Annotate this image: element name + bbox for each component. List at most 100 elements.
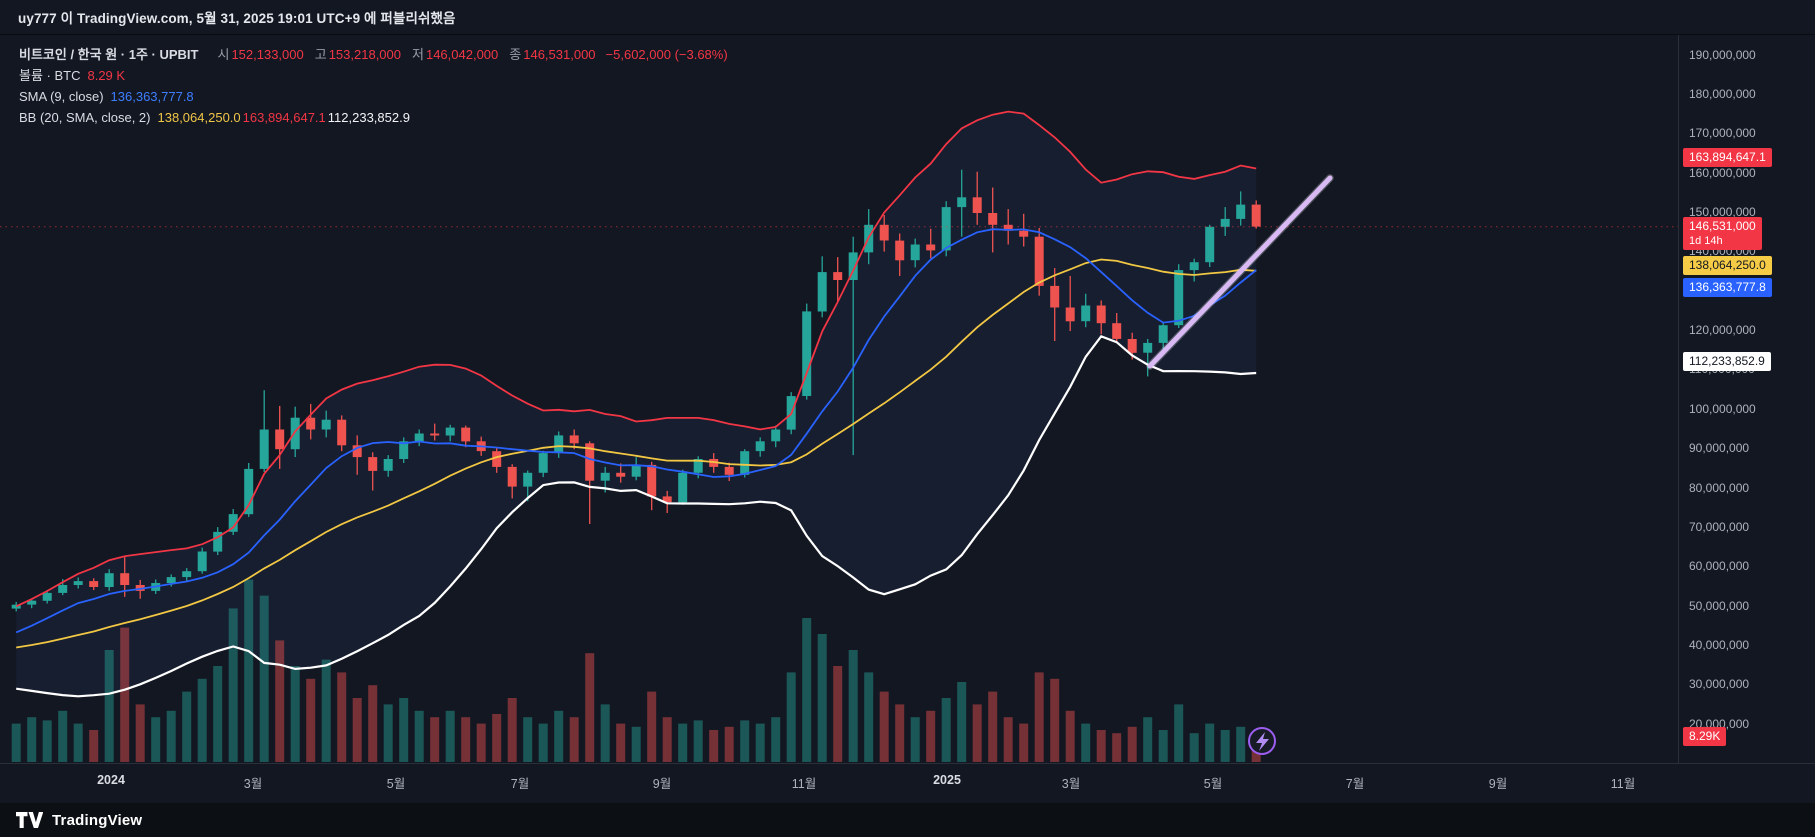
candle [724,462,734,482]
tradingview-logo-icon[interactable] [16,811,43,829]
candle [755,437,765,457]
candle [1220,207,1230,236]
volume-bar [1065,710,1075,762]
volume-row[interactable]: 볼륨 · BTC 8.29 K [19,65,730,86]
volume-bar [1127,726,1137,762]
candle [1034,228,1044,296]
volume-bar [1034,672,1044,762]
candle [337,415,347,452]
volume-bar [817,634,827,762]
bb-label: BB (20, SMA, close, 2) [19,110,151,125]
candle [306,403,316,440]
volume-bar [321,659,331,762]
price-axis-label: 100,000,000 [1689,401,1756,416]
candle [445,424,455,442]
price-axis-label: 50,000,000 [1689,598,1750,613]
bb-lower-badge: 112,233,852.9 [1683,351,1771,371]
low-value: 146,042,000 [425,47,499,62]
candle [120,555,130,597]
volume-bar [1189,733,1199,762]
candles-layer [11,169,1261,612]
sma-label: SMA (9, close) [19,89,104,104]
volume-bar [631,726,641,762]
volume-bar [151,717,161,762]
open-value: 152,133,000 [231,47,304,62]
candle [275,405,285,469]
candle [554,431,564,458]
candle [1236,191,1246,226]
lightning-icon [1256,732,1269,751]
candle [972,171,982,225]
volume-bar [662,717,672,762]
time-axis[interactable]: 2024 3월 5월 7월 9월 11월 2025 3월 5월 7월 9월 11월 [0,763,1815,804]
footer-brand[interactable]: TradingView [52,811,143,829]
bb-basis-line[interactable] [16,258,1257,649]
candle [910,238,920,268]
lightning-marker[interactable] [1248,727,1276,755]
bb-upper-value: 163,894,647.1 [242,110,326,125]
candle [1205,224,1215,267]
volume-bar [848,650,858,762]
volume-bar [864,672,874,762]
close-label: 종 [509,47,522,62]
candle [1189,258,1199,282]
volume-bar [693,720,703,762]
volume-bar [740,720,750,762]
candle [1143,339,1153,377]
sma-line[interactable] [15,228,1257,634]
time-axis-label: 9월 [652,777,672,791]
candle [399,437,409,463]
sma-row[interactable]: SMA (9, close) 136,363,777.8 [19,86,730,107]
volume-bar [941,698,951,762]
volume-bar [104,650,114,762]
volume-bar [833,666,843,762]
candle [709,453,719,473]
volume-bar [1220,730,1230,762]
candle [988,187,998,253]
volume-bar [647,691,657,762]
candle [926,228,936,259]
time-axis-label: 7월 [1345,777,1365,791]
candle [1174,264,1184,328]
candle [523,470,533,502]
trend-line[interactable] [1147,175,1333,369]
candle [895,233,905,276]
publish-header: uy777 이 TradingView.com, 5월 31, 2025 19:… [0,0,1815,35]
candle [678,469,688,505]
volume-bar [337,672,347,762]
volume-bar [957,682,967,762]
bb-basis-value: 138,064,250.0 [157,110,241,125]
symbol-row[interactable]: 비트코인 / 한국 원 · 1주 · UPBIT 시 152,133,000 고 153… [19,44,730,65]
time-axis-label: 3월 [1061,777,1081,791]
price-axis-label: 70,000,000 [1689,519,1750,534]
bb-lower-line[interactable] [16,334,1257,698]
volume-label: 볼륨 · BTC [19,68,81,83]
price-axis-label: 120,000,000 [1689,323,1756,338]
time-axis-label: 11월 [791,777,817,791]
candle [1251,200,1261,229]
candle [631,457,641,481]
time-axis-label: 2025 [933,773,961,787]
volume-bar [538,723,548,762]
sma-value: 136,363,777.8 [110,89,194,104]
candle [771,425,781,448]
candle [414,429,424,447]
volume-bar [1019,723,1029,762]
candle [817,256,827,318]
volume-bar [430,717,440,762]
volume-bar [1081,723,1091,762]
candle [662,490,672,513]
price-axis-label: 80,000,000 [1689,480,1750,495]
price-axis-label: 60,000,000 [1689,559,1750,574]
bb-row[interactable]: BB (20, SMA, close, 2) 138,064,250.0 163,8… [19,107,730,128]
price-axis-label: 190,000,000 [1689,47,1756,62]
bb-lower-value: 112,233,852.9 [327,110,410,125]
volume-bar [306,678,316,762]
price-axis[interactable]: 190,000,000 180,000,000 170,000,000 160,000… [1678,34,1815,763]
candle [802,303,812,400]
volume-bar [988,691,998,762]
volume-bar [724,726,734,762]
bb-upper-line[interactable] [15,110,1257,608]
candle [461,425,471,448]
